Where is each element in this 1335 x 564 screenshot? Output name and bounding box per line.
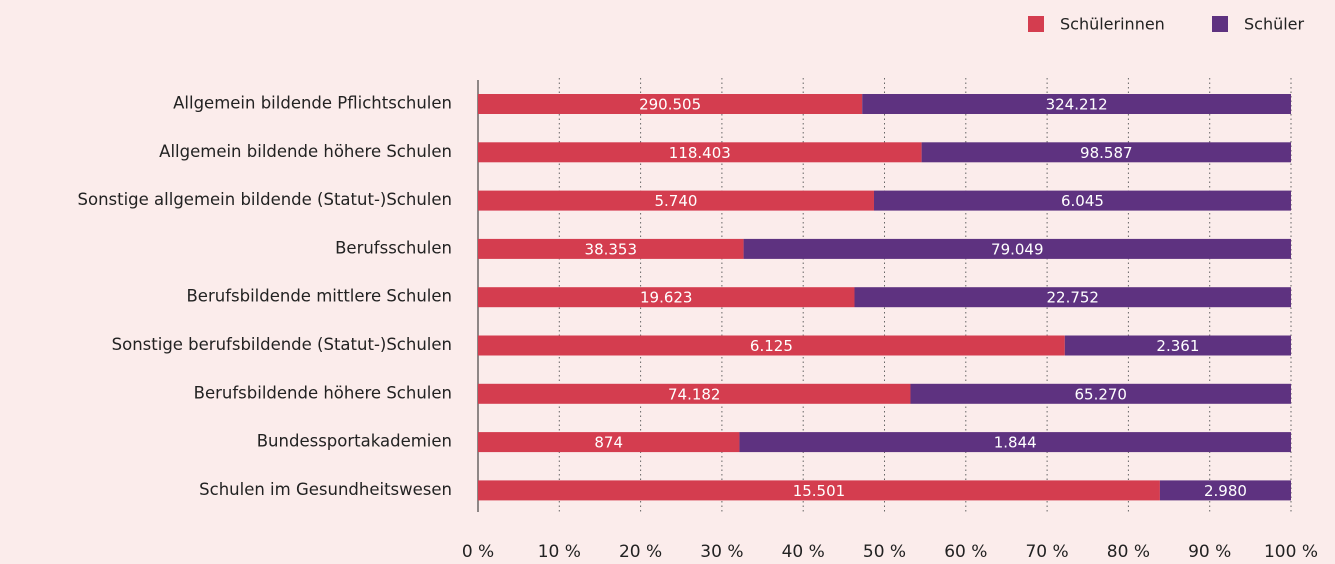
value-label: 65.270 <box>1074 385 1127 403</box>
x-tick-label: 50 % <box>863 542 906 562</box>
value-label: 874 <box>594 434 623 452</box>
bar-segment <box>478 335 1065 356</box>
category-label: Berufsbildende höhere Schulen <box>194 383 452 402</box>
value-label: 15.501 <box>793 482 846 500</box>
value-label: 98.587 <box>1080 144 1133 162</box>
value-label: 6.125 <box>750 337 793 355</box>
x-tick-label: 10 % <box>538 542 581 562</box>
bar-segment <box>1064 335 1291 356</box>
category-label: Allgemein bildende Pflichtschulen <box>173 94 452 113</box>
category-label: Sonstige berufsbildende (Statut-)Schulen <box>112 335 452 354</box>
bar-segment <box>478 432 740 453</box>
value-label: 6.045 <box>1061 192 1104 210</box>
bar-segment <box>910 383 1291 404</box>
bar-segment <box>854 287 1291 308</box>
bar-segment <box>873 190 1291 211</box>
category-label: Berufsbildende mittlere Schulen <box>186 287 452 306</box>
x-tick-label: 40 % <box>782 542 825 562</box>
value-label: 1.844 <box>994 434 1037 452</box>
value-label: 2.980 <box>1204 482 1247 500</box>
x-tick-label: 20 % <box>619 542 662 562</box>
bar-segment <box>478 142 922 163</box>
bar-segment <box>862 94 1291 114</box>
category-label: Bundessportakademien <box>257 432 452 451</box>
x-tick-label: 70 % <box>1025 542 1068 562</box>
category-label: Berufsschulen <box>335 238 452 257</box>
x-tick-label: 60 % <box>944 542 987 562</box>
category-label: Schulen im Gesundheitswesen <box>199 480 452 499</box>
value-label: 19.623 <box>640 289 693 307</box>
value-label: 22.752 <box>1046 289 1099 307</box>
bar-segment <box>1159 480 1291 501</box>
legend-label: Schülerinnen <box>1060 15 1165 34</box>
bar-segment <box>921 142 1291 163</box>
bar-segment <box>478 190 874 211</box>
bar-segment <box>478 480 1160 501</box>
legend-label: Schüler <box>1244 15 1305 34</box>
x-tick-label: 30 % <box>700 542 743 562</box>
value-label: 118.403 <box>669 144 731 162</box>
legend-swatch <box>1212 16 1228 32</box>
legend-swatch <box>1028 16 1044 32</box>
x-tick-label: 90 % <box>1188 542 1231 562</box>
category-label: Sonstige allgemein bildende (Statut-)Sch… <box>78 190 453 209</box>
value-label: 38.353 <box>585 240 638 258</box>
bar-segment <box>739 432 1291 453</box>
x-tick-label: 80 % <box>1107 542 1150 562</box>
bar-segment <box>478 287 855 308</box>
bar-segment <box>478 238 744 259</box>
bar-segment <box>478 383 911 404</box>
value-label: 324.212 <box>1046 96 1108 114</box>
value-label: 74.182 <box>668 385 721 403</box>
value-label: 5.740 <box>655 192 698 210</box>
x-tick-label: 0 % <box>462 542 494 562</box>
bar-segment <box>743 238 1291 259</box>
category-label: Allgemein bildende höhere Schulen <box>159 142 452 161</box>
value-label: 2.361 <box>1156 337 1199 355</box>
value-label: 290.505 <box>639 96 701 114</box>
x-tick-label: 100 % <box>1264 542 1318 562</box>
value-label: 79.049 <box>991 240 1044 258</box>
bar-segment <box>478 94 863 114</box>
